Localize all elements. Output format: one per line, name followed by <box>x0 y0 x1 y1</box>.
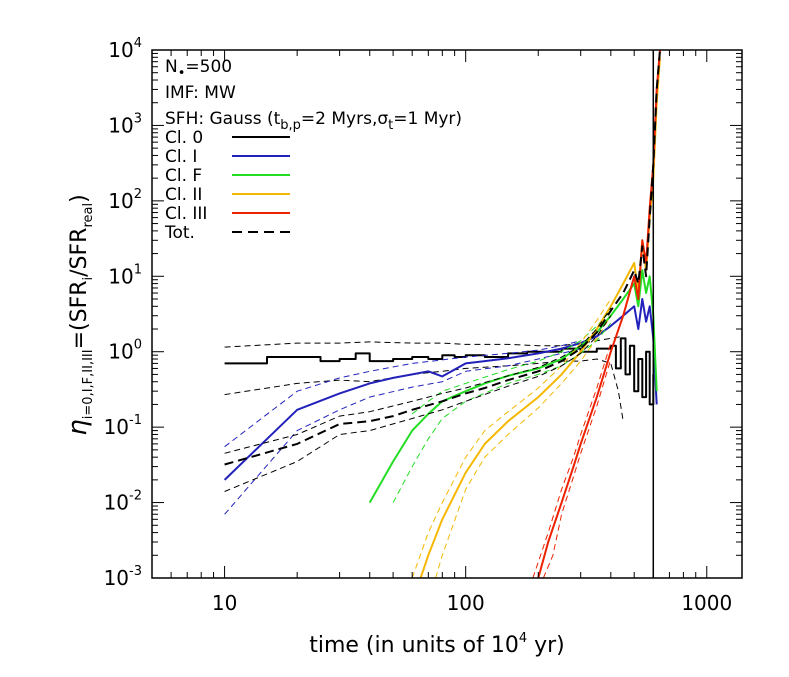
y-tick-label: 102 <box>108 187 142 213</box>
series-line-6 <box>368 269 658 504</box>
y-tick-label: 10-2 <box>104 489 142 515</box>
sfh-annotation: SFH: Gauss (tb,p=2 Myrs,σt=1 Myr) <box>165 109 462 133</box>
n-stars-annotation: N•=500 <box>165 57 232 81</box>
y-axis-title: ηi=0,I,F,II,III=(SFRi/SFRreal) <box>63 194 96 435</box>
annotation-layer: N•=500 IMF: MW SFH: Gauss (tb,p=2 Myrs,σ… <box>165 57 462 133</box>
series-layer <box>223 50 661 578</box>
legend-label: Cl. 0 <box>165 128 203 148</box>
x-tick-label: 100 <box>447 591 485 615</box>
series-line-1 <box>224 335 624 348</box>
y-tick-label: 101 <box>108 262 142 288</box>
axis-titles: time (in units of 104 yr) ηi=0,I,F,II,II… <box>63 194 565 658</box>
series-line-16 <box>224 307 612 454</box>
series-line-4 <box>224 340 581 448</box>
series-line-14 <box>542 358 612 578</box>
legend-label: Cl. II <box>165 185 202 205</box>
series-line-12 <box>537 50 661 578</box>
series-line-15 <box>224 50 661 466</box>
legend-label: Cl. I <box>165 147 197 167</box>
x-tick-label: 10 <box>212 591 237 615</box>
series-line-2 <box>224 358 624 422</box>
series-line-13 <box>532 342 612 578</box>
x-axis-title: time (in units of 104 yr) <box>309 631 565 658</box>
series-line-3 <box>223 298 658 481</box>
legend-label: Tot. <box>164 223 195 243</box>
series-line-11 <box>435 315 612 578</box>
y-tick-label: 100 <box>108 338 142 364</box>
series-line-5 <box>224 348 581 515</box>
series-line-10 <box>411 298 612 578</box>
y-tick-label: 10-1 <box>104 413 142 439</box>
legend-label: Cl. F <box>165 166 202 186</box>
plot-frame <box>151 49 743 579</box>
axes-layer: 10 100 1000 10-3 10-2 10-1 100 101 102 103 104 <box>104 36 743 615</box>
series-line-9 <box>419 57 661 578</box>
legend-label: Cl. III <box>165 204 207 224</box>
x-tick-label: 1000 <box>681 591 732 615</box>
series-line-17 <box>224 315 612 492</box>
y-tick-label: 104 <box>108 36 142 62</box>
series-line-8 <box>392 322 612 503</box>
imf-annotation: IMF: MW <box>165 83 236 103</box>
y-tick-label: 103 <box>108 111 142 137</box>
y-tick-label: 10-3 <box>104 564 142 590</box>
series-group <box>223 50 661 578</box>
series-line-7 <box>411 310 612 415</box>
